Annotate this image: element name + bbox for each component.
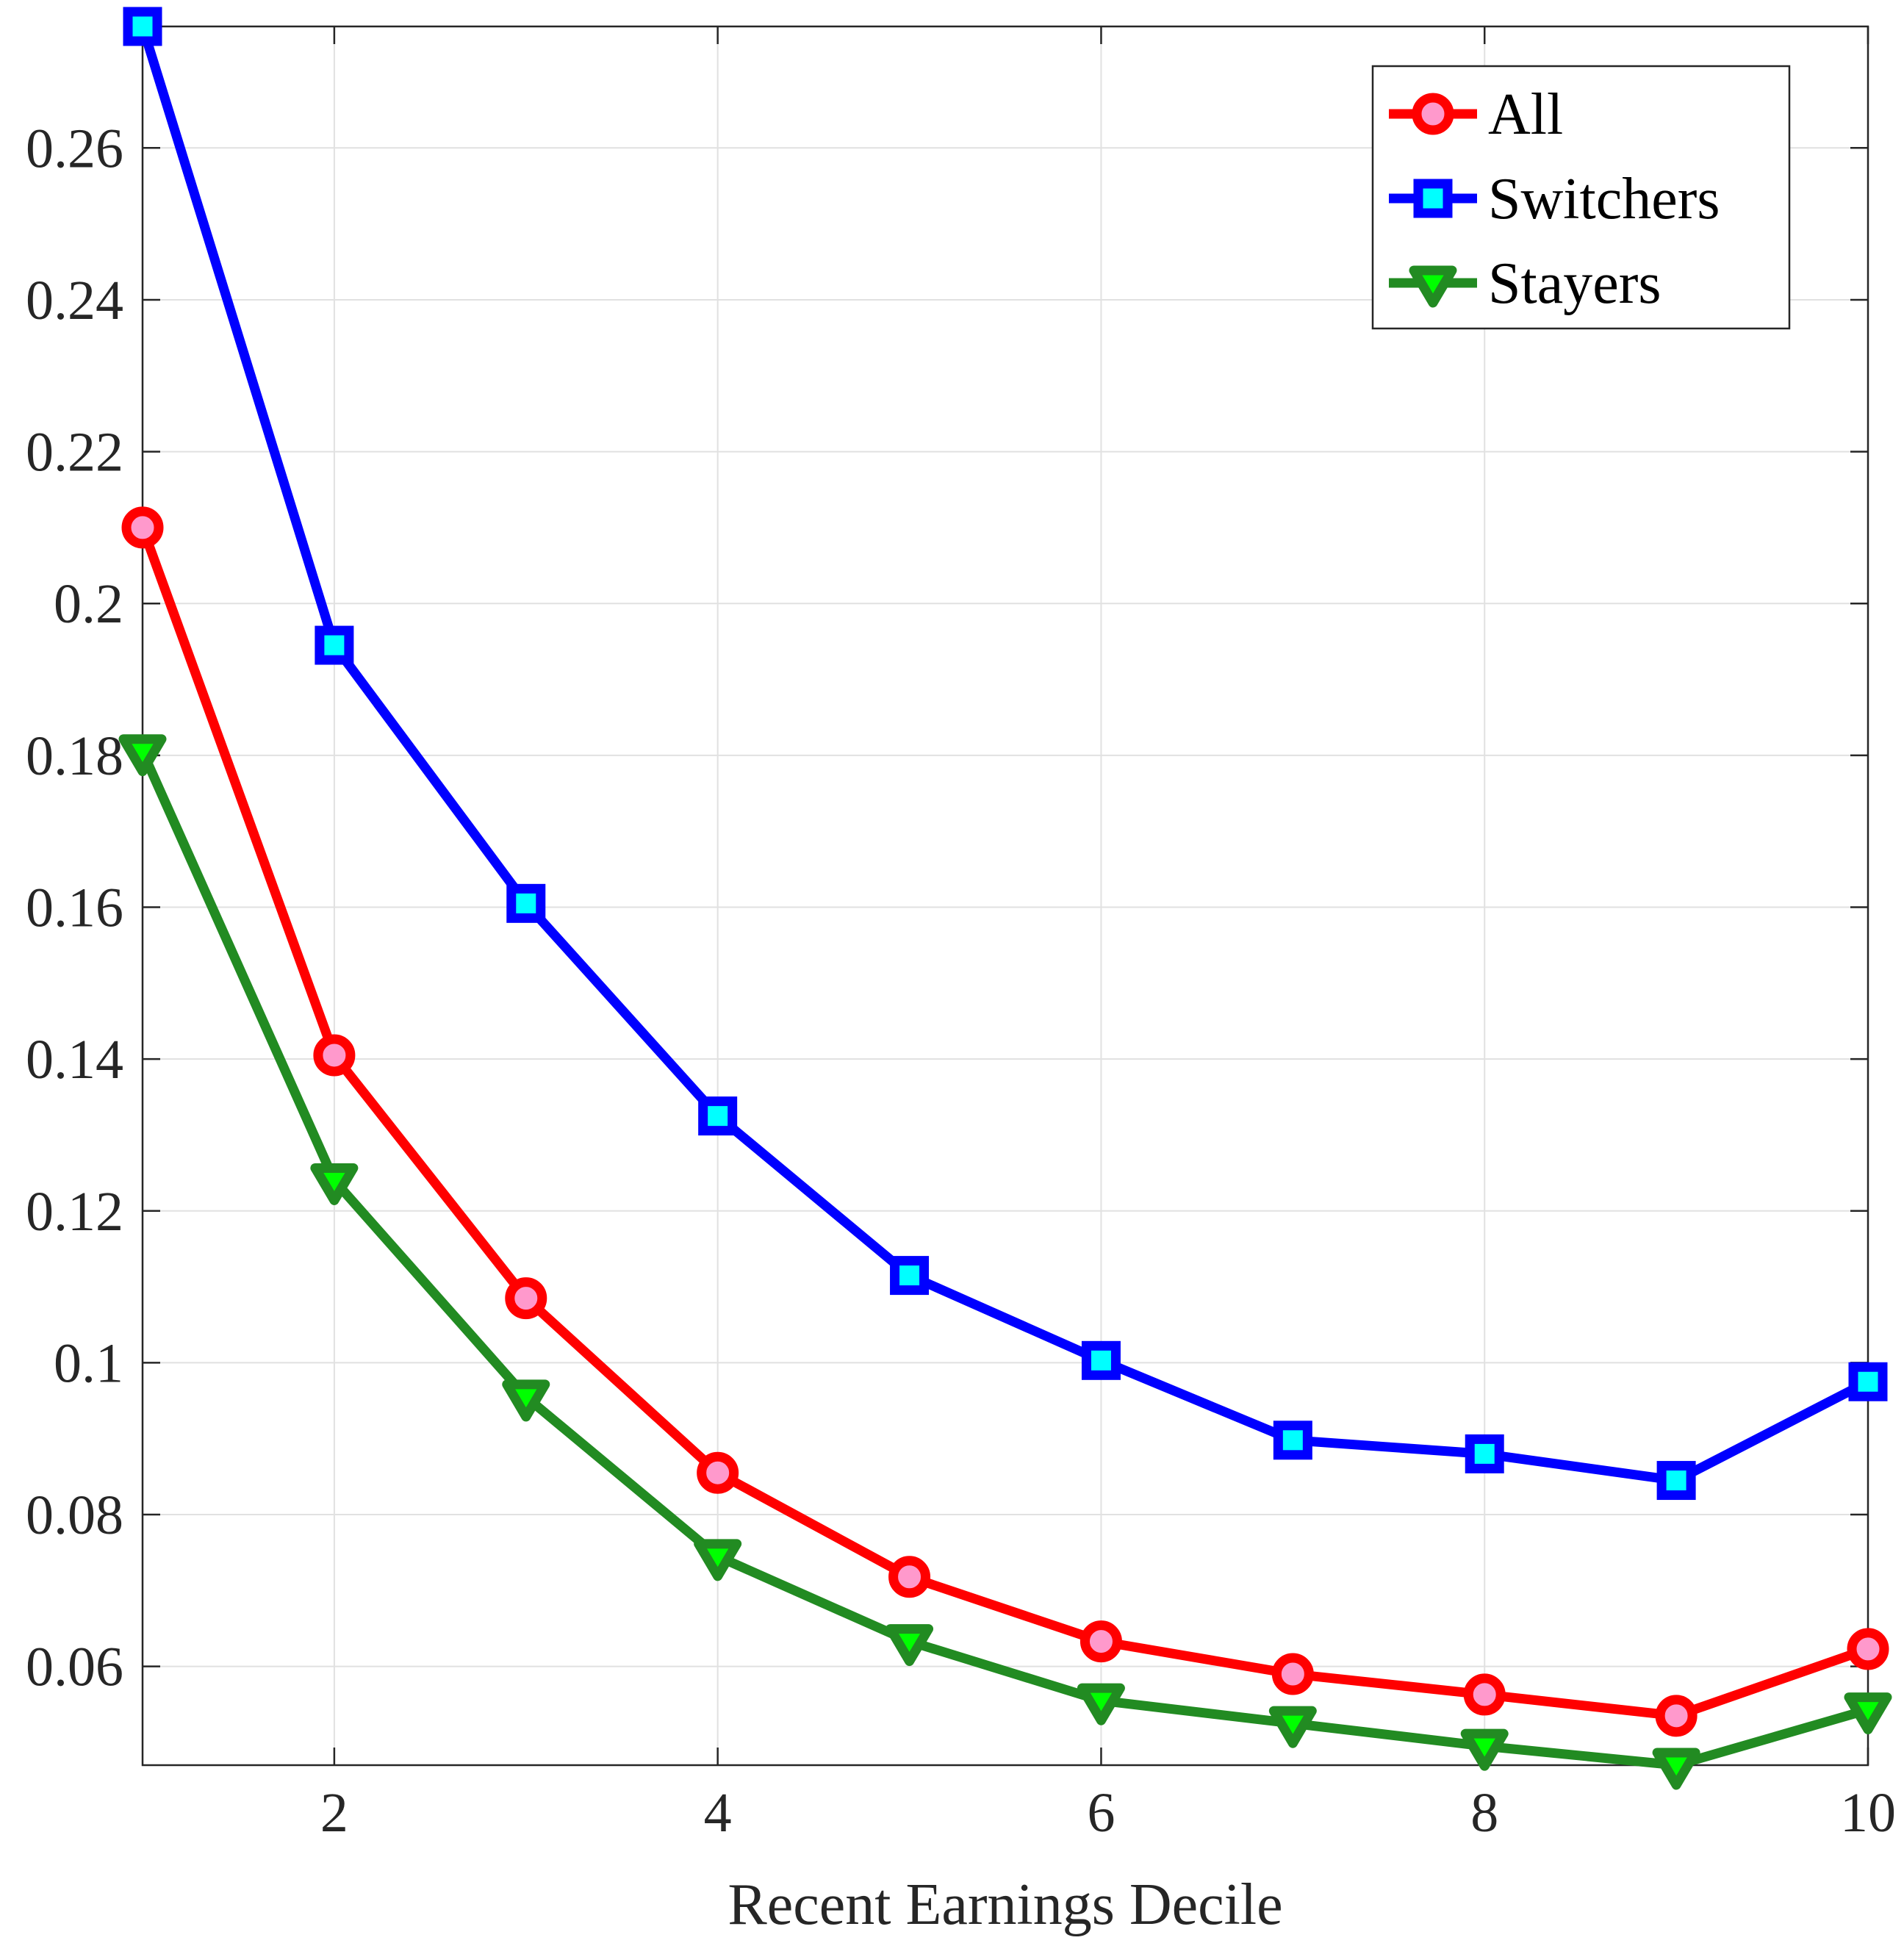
data-point [121,506,164,549]
legend-label: All [1488,82,1563,147]
legend-marker [1409,265,1457,308]
data-point [1077,1683,1125,1725]
data-point [505,1277,547,1320]
y-tick-label: 0.12 [26,1181,123,1243]
legend-entry: Switchers [1389,167,1720,231]
y-tick-label: 0.08 [26,1484,123,1546]
y-tick-label: 0.26 [26,118,123,179]
x-tick-label: 8 [1470,1782,1498,1844]
data-point [123,7,162,46]
legend-marker [1412,93,1454,135]
y-tick-label: 0.16 [26,877,123,938]
data-point [1463,1673,1506,1716]
y-tick-label: 0.1 [54,1332,123,1394]
data-point [118,734,167,777]
y-tick-label: 0.06 [26,1637,123,1698]
x-tick-label: 6 [1087,1782,1115,1844]
x-tick-label: 2 [320,1782,348,1844]
data-point [506,883,546,923]
data-point [888,1556,931,1598]
grid-lines [143,26,1869,1765]
y-tick-label: 0.22 [26,422,123,484]
data-point [1273,1421,1312,1460]
data-point [502,1379,550,1422]
legend-label: Switchers [1488,167,1720,231]
legend: All Switchers Stayers [1371,65,1791,330]
axes: 2 4 6 8 10 0.06 0.08 0.1 0.12 0.14 0.16 0.18 0.2 0.22… [26,25,1896,1844]
x-axis-label: Recent Earnings Decile [728,1872,1282,1937]
legend-marker [1413,179,1453,218]
series-line [138,750,1869,1770]
data-point [1268,1706,1317,1748]
x-tick-label: 10 [1840,1782,1896,1844]
data-point [310,1163,359,1205]
series-stayers [118,734,1892,1790]
legend-entry: Stayers [1389,251,1661,316]
data-point [315,625,354,665]
data-point [1079,1620,1122,1663]
series-all [121,506,1889,1737]
data-point [1844,1692,1892,1735]
series-layer [118,7,1892,1790]
series-line [137,525,1870,1721]
series-line [137,25,1870,1486]
data-point [1081,1340,1121,1380]
data-point [1848,1362,1888,1401]
plot-frame [141,25,1869,1767]
legend-label: Stayers [1488,251,1661,316]
y-tick-label: 0.24 [26,270,123,331]
y-tick-label: 0.2 [54,573,123,635]
data-point [1271,1653,1314,1695]
data-point [313,1034,356,1077]
data-point [1655,1695,1698,1737]
data-point [890,1256,930,1296]
data-point [694,1539,742,1581]
data-point [1847,1628,1889,1670]
y-tick-label: 0.14 [26,1029,123,1091]
data-point [698,1096,738,1136]
data-point [885,1624,934,1667]
y-tick-label: 0.18 [26,725,123,787]
x-tick-label: 4 [704,1782,732,1844]
series-switchers [123,7,1888,1501]
data-point [697,1451,739,1494]
data-point [1465,1434,1504,1473]
legend-entry: All [1389,82,1563,147]
data-point [1460,1728,1509,1771]
data-point [1652,1748,1700,1790]
data-point [1656,1461,1696,1501]
